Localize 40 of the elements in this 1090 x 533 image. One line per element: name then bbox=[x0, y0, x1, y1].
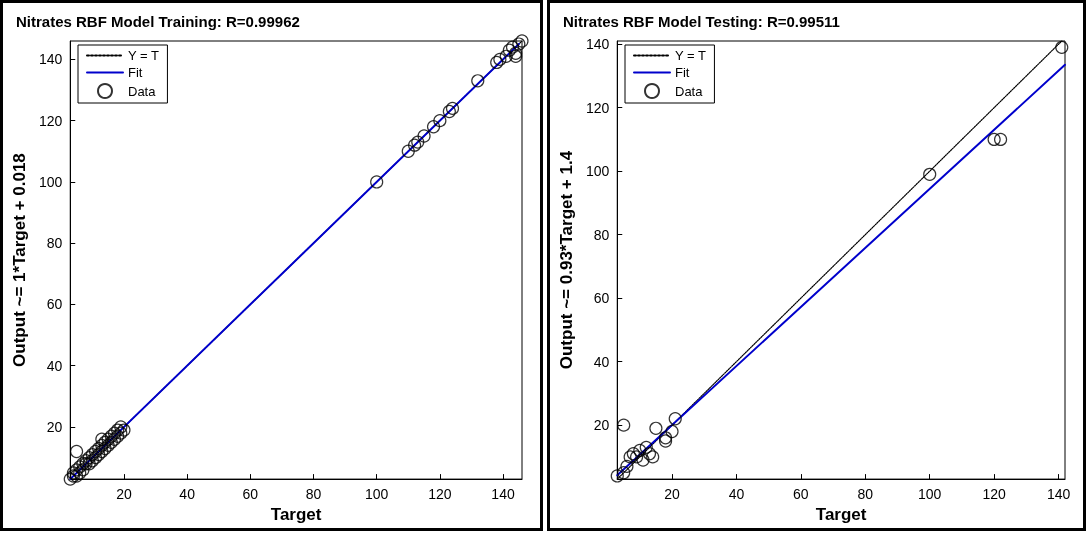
legend-label: Fit bbox=[128, 65, 143, 80]
y-tick-label: 140 bbox=[585, 36, 610, 53]
x-tick-label: 40 bbox=[179, 486, 196, 503]
y-tick-label: 40 bbox=[593, 353, 610, 370]
y-tick-label: 40 bbox=[46, 357, 63, 374]
legend-label: Data bbox=[675, 83, 704, 99]
y-axis-title: Output ~= 1*Target + 0.018 bbox=[10, 153, 29, 367]
y-tick-label: 60 bbox=[46, 296, 63, 313]
x-tick-label: 80 bbox=[857, 486, 874, 503]
x-tick-label: 100 bbox=[365, 486, 389, 503]
legend-label: Data bbox=[128, 83, 157, 99]
y-tick-label: 20 bbox=[593, 417, 610, 434]
y-tick-label: 100 bbox=[38, 173, 63, 190]
y-tick-label: 80 bbox=[46, 235, 63, 252]
x-tick-label: 140 bbox=[1046, 486, 1071, 503]
chart-title: Nitrates RBF Model Testing: R=0.99511 bbox=[563, 13, 840, 30]
y-tick-label: 20 bbox=[46, 419, 63, 436]
x-axis-title: Target bbox=[815, 505, 867, 524]
y-tick-label: 120 bbox=[38, 112, 63, 129]
legend-label: Y = T bbox=[675, 48, 707, 63]
x-tick-label: 60 bbox=[242, 486, 259, 503]
x-tick-label: 100 bbox=[918, 486, 942, 503]
legend-label: Fit bbox=[675, 65, 690, 80]
y-tick-label: 140 bbox=[38, 51, 63, 68]
x-tick-label: 20 bbox=[116, 486, 132, 503]
x-tick-label: 20 bbox=[664, 486, 681, 503]
x-tick-label: 60 bbox=[793, 486, 809, 503]
x-tick-label: 120 bbox=[982, 486, 1007, 503]
y-tick-label: 120 bbox=[585, 99, 610, 116]
x-tick-label: 120 bbox=[428, 486, 452, 503]
x-tick-label: 140 bbox=[491, 486, 515, 503]
chart-title: Nitrates RBF Model Training: R=0.99962 bbox=[16, 13, 300, 30]
y-tick-label: 60 bbox=[593, 290, 610, 307]
y-tick-label: 80 bbox=[593, 226, 610, 243]
y-axis-title: Output ~= 0.93*Target + 1.4 bbox=[557, 150, 576, 370]
y-tick-label: 100 bbox=[585, 163, 610, 180]
x-tick-label: 80 bbox=[305, 486, 322, 503]
x-tick-label: 40 bbox=[728, 486, 745, 503]
legend-label: Y = T bbox=[128, 48, 160, 63]
x-axis-title: Target bbox=[270, 505, 322, 524]
